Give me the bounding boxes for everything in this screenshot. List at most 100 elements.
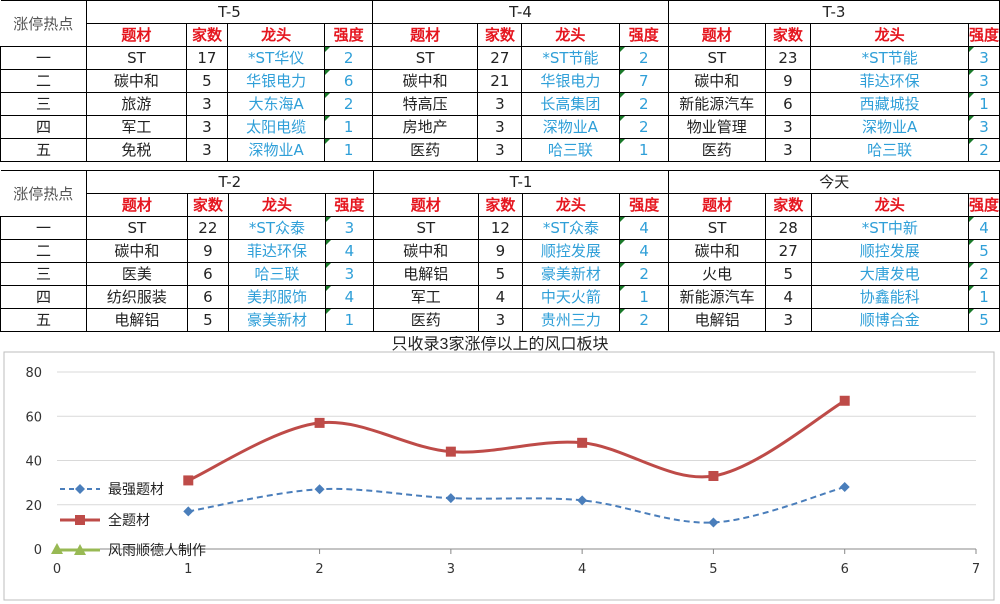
leader-cell: 深物业A [227, 138, 326, 162]
column-header: 家数 [764, 193, 812, 217]
theme-cell: 碳中和 [371, 69, 479, 93]
rank-cell: 三 [0, 262, 87, 286]
strength-cell: 1 [967, 285, 1000, 309]
leader-cell: 菲达环保 [227, 239, 327, 263]
leader-cell: 顺控发展 [810, 239, 969, 263]
leader-cell: *ST中新 [810, 216, 969, 240]
column-header: 题材 [372, 193, 479, 217]
strength-cell: 1 [967, 92, 1000, 116]
leader-cell: 华银电力 [521, 69, 620, 93]
table-row: 五电解铝 5 豪美新材 1 医药 3 贵州三力 2 电解铝 3 顺博合金 5 [0, 308, 1000, 332]
data-point [577, 437, 588, 448]
column-header: 龙头 [521, 23, 620, 47]
count-cell: 27 [477, 46, 523, 70]
leader-cell: 哈三联 [521, 138, 620, 162]
count-cell: 27 [764, 239, 812, 263]
column-header: 家数 [477, 193, 523, 217]
period-label: T-1 [372, 170, 670, 194]
column-header: 强度 [618, 23, 670, 47]
column-header: 题材 [668, 193, 766, 217]
leader-cell: *ST众泰 [521, 216, 620, 240]
count-cell: 9 [764, 69, 812, 93]
hot-topics-line-chart: 只收录3家涨停以上的风口板块 0 20 40 60 80 0 1 2 3 4 5 6 7 最强题材全题材风雨… [3, 336, 995, 601]
strength-cell: 2 [618, 308, 670, 332]
leader-cell: 西藏城投 [810, 92, 969, 116]
leader-cell: 哈三联 [227, 262, 327, 286]
theme-cell: 特高压 [371, 92, 479, 116]
data-point [183, 506, 194, 517]
theme-cell: 医药 [668, 138, 766, 162]
rank-cell: 二 [0, 239, 87, 263]
leader-cell: 贵州三力 [521, 308, 620, 332]
data-point [445, 493, 456, 504]
table-row: 三医美 6 哈三联 3 电解铝 5 豪美新材 2 火电 5 大唐发电 2 [0, 262, 1000, 286]
theme-cell: 碳中和 [668, 239, 766, 263]
leader-cell: *ST节能 [810, 46, 969, 70]
y-tick-label: 20 [25, 499, 42, 514]
y-tick-label: 80 [25, 366, 42, 381]
strength-cell: 2 [324, 46, 373, 70]
count-cell: 4 [764, 285, 812, 309]
leader-cell: 顺控发展 [521, 239, 620, 263]
x-tick-label: 2 [315, 562, 323, 577]
count-cell: 17 [185, 46, 229, 70]
theme-cell: 医美 [85, 262, 188, 286]
table-row: 二碳中和 5 华银电力 6 碳中和 21 华银电力 7 碳中和 9 菲达环保 3 [0, 69, 1000, 93]
count-cell: 3 [764, 138, 812, 162]
theme-cell: ST [371, 46, 479, 70]
data-point [445, 446, 456, 457]
column-header: 家数 [764, 23, 812, 47]
strength-cell: 3 [325, 216, 374, 240]
strength-cell: 2 [618, 46, 670, 70]
theme-cell: 碳中和 [668, 69, 766, 93]
x-tick-label: 5 [709, 562, 717, 577]
column-header: 强度 [967, 193, 1000, 217]
count-cell: 9 [186, 239, 229, 263]
legend-label: 全题材 [108, 512, 150, 528]
theme-cell: 军工 [86, 115, 187, 139]
side-label: 涨停热点 [0, 170, 87, 217]
column-header: 强度 [967, 23, 1000, 47]
count-cell: 9 [477, 239, 523, 263]
count-cell: 28 [764, 216, 812, 240]
column-header: 强度 [618, 193, 670, 217]
count-cell: 3 [185, 92, 229, 116]
theme-cell: 军工 [372, 285, 479, 309]
strength-cell: 3 [967, 115, 1000, 139]
theme-cell: ST [372, 216, 479, 240]
data-point [839, 482, 850, 493]
hot-topics-table-2: 涨停热点 T-2 T-1 今天 题材 家数 龙头 强度 题材 家数 龙头 强度 题材 家数 龙头 强度一 ST 2… [0, 170, 1000, 332]
legend-marker [75, 515, 85, 525]
chart-frame [3, 351, 995, 601]
leader-cell: 长高集团 [521, 92, 620, 116]
theme-cell: 房地产 [371, 115, 479, 139]
theme-cell: 电解铝 [85, 308, 188, 332]
x-tick-label: 4 [578, 562, 586, 577]
column-header: 强度 [325, 193, 374, 217]
period-label: 今天 [668, 170, 1000, 194]
strength-cell: 2 [967, 262, 1000, 286]
column-header: 强度 [324, 23, 373, 47]
x-tick-label: 1 [184, 562, 192, 577]
strength-cell: 4 [618, 239, 670, 263]
column-header: 龙头 [810, 23, 969, 47]
theme-cell: ST [668, 46, 766, 70]
legend-marker [75, 484, 85, 494]
strength-cell: 4 [325, 239, 374, 263]
column-header: 题材 [86, 23, 187, 47]
column-header: 龙头 [810, 193, 969, 217]
theme-cell: 碳中和 [372, 239, 479, 263]
theme-cell: ST [668, 216, 766, 240]
theme-cell: 物业管理 [668, 115, 766, 139]
strength-cell: 4 [325, 285, 374, 309]
data-point [708, 517, 719, 528]
series-line [188, 486, 845, 524]
leader-cell: 大唐发电 [810, 262, 969, 286]
count-cell: 3 [764, 115, 812, 139]
leader-cell: 协鑫能科 [810, 285, 969, 309]
data-point [839, 395, 850, 406]
period-label: T-4 [371, 0, 670, 24]
series-line [187, 399, 846, 482]
column-header: 题材 [668, 23, 766, 47]
data-point [708, 470, 719, 481]
